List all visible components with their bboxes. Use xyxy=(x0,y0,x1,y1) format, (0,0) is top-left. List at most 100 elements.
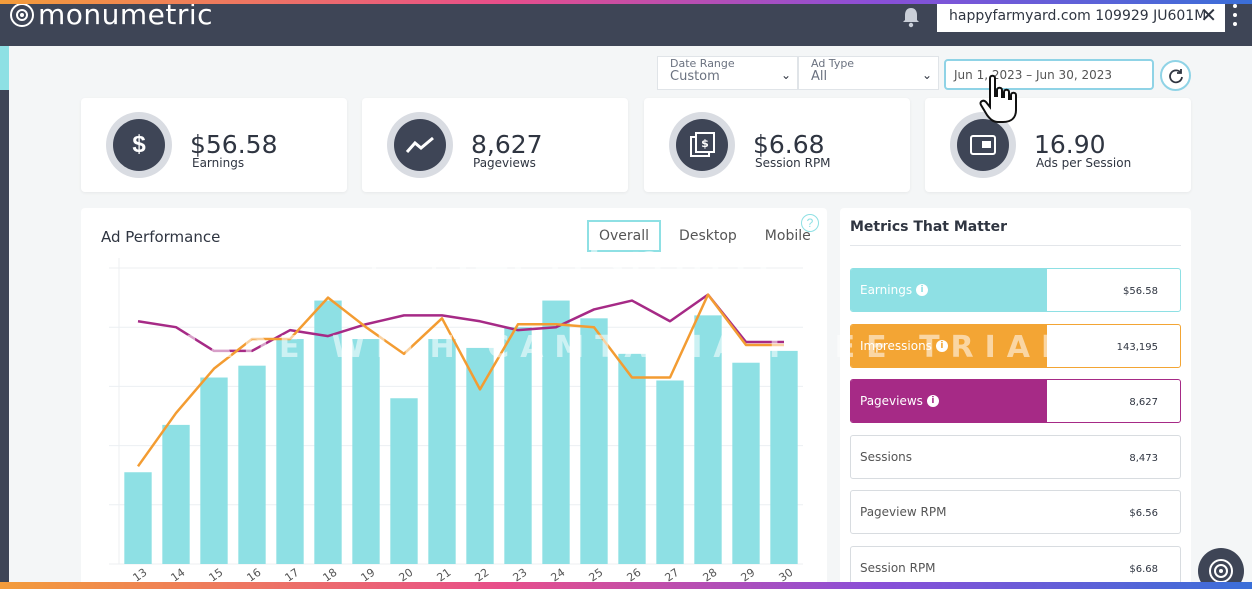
metric-fill-bar xyxy=(851,324,1048,367)
metric-value: $6.56 xyxy=(1129,508,1158,519)
top-bar: monumetric happyfarmyard.com 109929 JU60… xyxy=(0,0,1252,46)
info-icon[interactable]: i xyxy=(935,339,948,352)
metric-value: 8,473 xyxy=(1129,452,1158,464)
metric-value: 143,195 xyxy=(1116,341,1158,353)
kpi-icon-ring: $ xyxy=(106,112,172,178)
metric-name: Pageviews i xyxy=(860,394,939,408)
kpi-value: 16.90 xyxy=(1034,130,1106,159)
chart-bar[interactable] xyxy=(238,365,266,564)
tab-overall[interactable]: Overall xyxy=(587,220,662,252)
metric-name: Pageview RPM xyxy=(860,505,946,519)
kpi-card-session-rpm: $ $6.68 Session RPM xyxy=(644,98,910,192)
kpi-value: $6.68 xyxy=(753,130,825,159)
chart-line xyxy=(136,293,784,468)
kpi-card-pageviews: 8,627 Pageviews xyxy=(362,98,628,192)
metric-name-text: Session RPM xyxy=(860,560,936,575)
top-accent-strip xyxy=(0,0,1252,4)
metric-name-text: Earnings xyxy=(860,283,913,297)
kpi-card-ads-per-session: 16.90 Ads per Session xyxy=(925,98,1191,192)
left-rail-accent xyxy=(0,46,9,90)
tab-mobile[interactable]: Mobile xyxy=(764,228,811,244)
kpi-label: Ads per Session xyxy=(1036,156,1132,170)
chart-bar[interactable] xyxy=(124,472,152,564)
metric-value: 8,627 xyxy=(1129,397,1158,408)
chart-bar[interactable] xyxy=(542,300,570,564)
support-icon xyxy=(1209,559,1233,583)
filters: Date Range Custom ⌄ Ad Type All ⌄ xyxy=(657,56,939,90)
ad-performance-chart: 13 14 15 16 17 18 19 20 21 22 23 24 25 26 27 28 29 30 xyxy=(109,258,803,584)
metric-name: Impressions i xyxy=(860,339,948,353)
session-rpm-icon: $ xyxy=(676,119,728,171)
help-icon[interactable]: ? xyxy=(801,214,819,232)
left-rail xyxy=(0,46,9,589)
metric-row-pageviews[interactable]: Pageviews i 8,627 xyxy=(850,379,1181,423)
chevron-down-icon: ⌄ xyxy=(921,68,932,82)
metrics-that-matter-panel: Metrics That Matter Earnings i $56.58 Impre… xyxy=(840,208,1191,589)
chart-tabs: Overall Desktop Mobile xyxy=(587,220,829,252)
chart-bar[interactable] xyxy=(580,318,608,564)
ad-type-value: All xyxy=(811,69,828,84)
bottom-accent-strip xyxy=(0,582,1252,589)
chart-bar[interactable] xyxy=(656,380,684,564)
metric-name-text: Impressions xyxy=(860,338,932,353)
metric-row-sessions[interactable]: Sessions 8,473 xyxy=(850,434,1181,479)
monumetric-logo[interactable]: monumetric xyxy=(10,0,213,30)
metric-fill-bar xyxy=(851,269,1048,311)
info-icon[interactable]: i xyxy=(926,395,939,407)
chart-bar[interactable] xyxy=(694,315,722,564)
chart-bar[interactable] xyxy=(732,362,760,564)
metric-value: $56.58 xyxy=(1123,286,1158,297)
site-selector-text: happyfarmyard.com 109929 JU601M xyxy=(949,8,1207,24)
kpi-value: $56.58 xyxy=(190,130,278,159)
chart-bar[interactable] xyxy=(770,350,798,564)
ad-type-label: Ad Type xyxy=(811,57,855,70)
metric-name: Earnings i xyxy=(860,283,929,297)
date-range-label: Date Range xyxy=(670,57,735,70)
close-icon[interactable]: ✕ xyxy=(1200,5,1217,27)
kebab-icon[interactable] xyxy=(1232,4,1238,26)
kpi-icon-ring xyxy=(950,112,1016,178)
kpi-label: Pageviews xyxy=(473,156,536,170)
ad-type-select[interactable]: Ad Type All ⌄ xyxy=(798,56,939,90)
metric-fill-bar xyxy=(851,380,1048,422)
chart-bar[interactable] xyxy=(390,398,418,564)
chart-bar[interactable] xyxy=(200,377,228,564)
dollar-icon: $ xyxy=(113,119,165,171)
date-range-input[interactable]: Jun 1, 2023 – Jun 30, 2023 xyxy=(944,59,1154,90)
panel-title: Metrics That Matter xyxy=(850,219,1008,235)
chart-bar[interactable] xyxy=(162,424,190,564)
kpi-label: Earnings xyxy=(192,156,245,170)
date-range-value: Custom xyxy=(670,69,720,84)
hand-pointer-icon xyxy=(979,74,1017,123)
metric-name-text: Pageviews xyxy=(860,394,923,408)
panel-title: Ad Performance xyxy=(101,228,221,246)
metric-row-pageview-rpm[interactable]: Pageview RPM $6.56 xyxy=(850,490,1181,534)
kpi-icon-ring: $ xyxy=(669,112,735,178)
chart-bar[interactable] xyxy=(352,339,380,564)
chart-bar[interactable] xyxy=(618,353,646,564)
metric-name: Sessions xyxy=(860,450,912,464)
chart-bar[interactable] xyxy=(466,347,494,564)
info-icon[interactable]: i xyxy=(916,284,929,296)
chart-bar[interactable] xyxy=(276,339,304,564)
metric-name-text: Sessions xyxy=(860,449,913,464)
metric-name-text: Pageview RPM xyxy=(860,505,947,519)
ad-performance-panel: Ad Performance Overall Desktop Mobile ? … xyxy=(81,208,827,589)
bell-icon[interactable] xyxy=(901,6,921,28)
metric-row-impressions[interactable]: Impressions i 143,195 xyxy=(850,323,1181,368)
metric-row-session-rpm[interactable]: Session RPM $6.68 xyxy=(850,545,1181,589)
chart-line xyxy=(137,293,784,353)
site-selector[interactable]: happyfarmyard.com 109929 JU601M ✕ xyxy=(937,0,1225,32)
tab-desktop[interactable]: Desktop xyxy=(679,228,737,244)
divider xyxy=(850,245,1181,246)
logo-mark-icon xyxy=(10,3,34,27)
chart-bar[interactable] xyxy=(428,339,456,564)
chart-bar[interactable] xyxy=(314,300,342,564)
kpi-label: Session RPM xyxy=(755,156,831,170)
refresh-button[interactable] xyxy=(1160,60,1191,91)
date-range-select[interactable]: Date Range Custom ⌄ xyxy=(657,56,798,90)
metric-row-earnings[interactable]: Earnings i $56.58 xyxy=(850,268,1181,312)
chart-bar[interactable] xyxy=(504,327,532,564)
chevron-down-icon: ⌄ xyxy=(780,68,791,82)
ad-slot-icon xyxy=(957,119,1009,171)
